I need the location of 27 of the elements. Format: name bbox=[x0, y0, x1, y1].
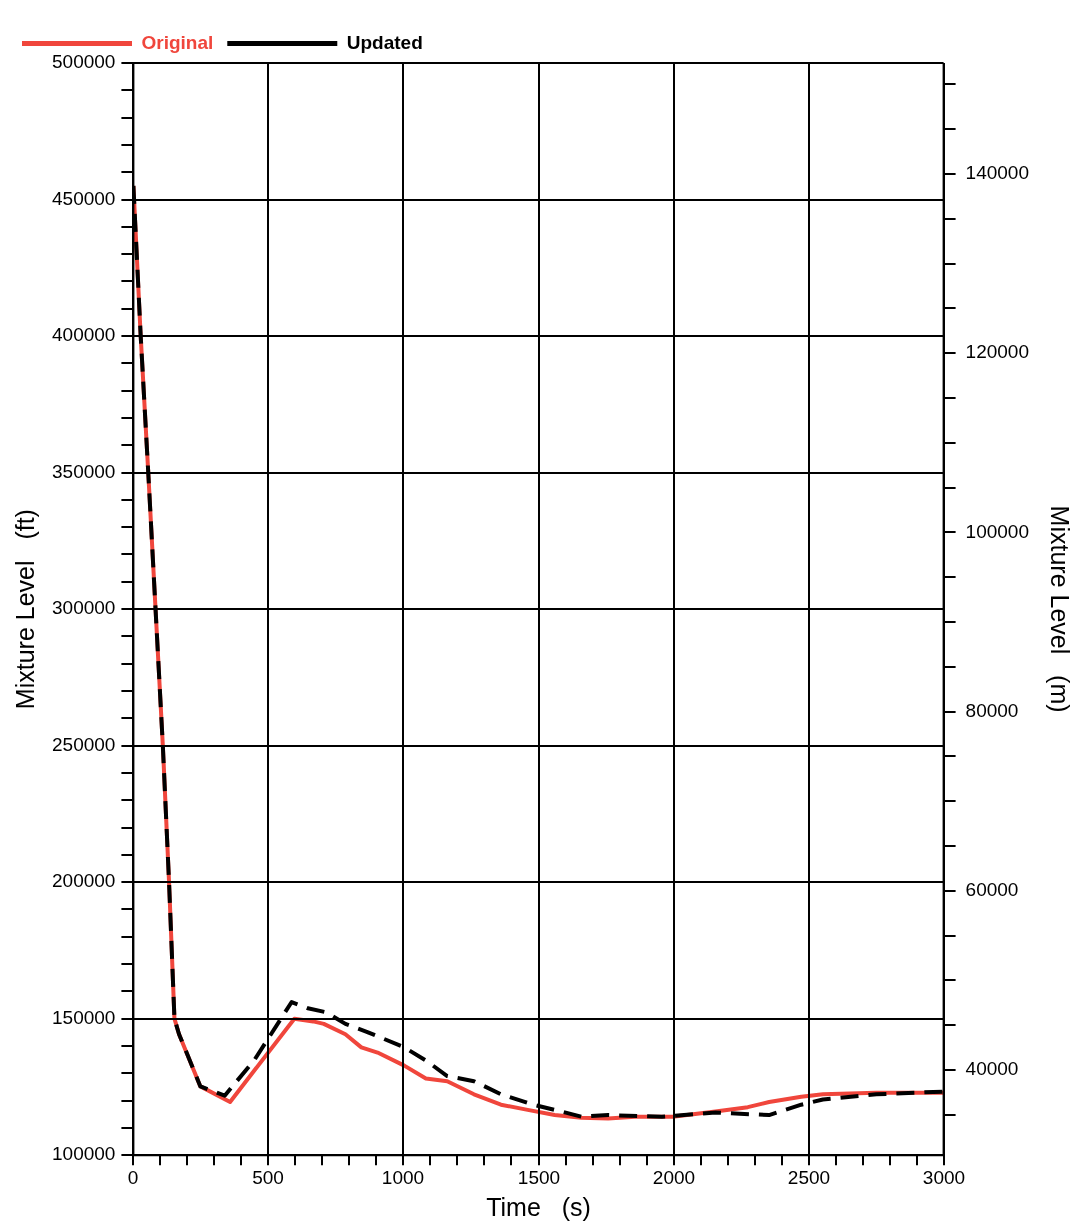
y2-tick-label: 120000 bbox=[965, 341, 1029, 363]
text: Original bbox=[141, 31, 214, 53]
text: Updated bbox=[346, 31, 423, 53]
y-axis-title: Mixture Level (ft) bbox=[10, 509, 39, 710]
x-tick-label: 1500 bbox=[517, 1166, 561, 1188]
y2-tick-label: 60000 bbox=[965, 878, 1019, 900]
x-tick-label: 0 bbox=[127, 1166, 139, 1188]
y-tick-label: 250000 bbox=[52, 733, 116, 755]
x-tick-label: 2500 bbox=[787, 1166, 831, 1188]
x-tick-label: 2000 bbox=[652, 1166, 696, 1188]
y2-axis-title: Mixture Level (m) bbox=[1046, 505, 1075, 713]
y-tick-label: 150000 bbox=[52, 1006, 116, 1028]
y2-tick-label: 140000 bbox=[965, 162, 1029, 184]
y-tick-label: 200000 bbox=[52, 870, 116, 892]
x-tick-label: 500 bbox=[252, 1166, 284, 1188]
y-tick-label: 350000 bbox=[52, 460, 116, 482]
y2-tick-label: 80000 bbox=[965, 699, 1019, 721]
y2-tick-label: 40000 bbox=[965, 1058, 1019, 1080]
x-axis-title: Time (s) bbox=[486, 1192, 591, 1221]
x-tick-label: 3000 bbox=[922, 1166, 966, 1188]
y-tick-label: 300000 bbox=[52, 597, 116, 619]
y-tick-label: 500000 bbox=[52, 51, 116, 73]
y-tick-label: 400000 bbox=[52, 324, 116, 346]
x-tick-label: 1000 bbox=[381, 1166, 425, 1188]
y-tick-label: 100000 bbox=[52, 1143, 116, 1165]
y2-tick-label: 100000 bbox=[965, 520, 1029, 542]
y-tick-label: 450000 bbox=[52, 187, 116, 209]
